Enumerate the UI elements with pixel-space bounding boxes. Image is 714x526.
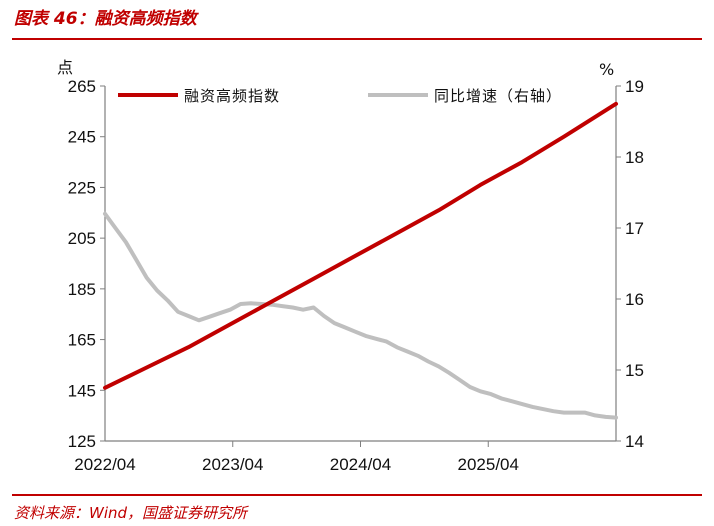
y-right-tick-label: 18 <box>625 148 644 167</box>
series-lines <box>103 101 618 420</box>
x-tick-label: 2024/04 <box>330 455 391 474</box>
y-right-tick-label: 14 <box>625 432 644 451</box>
right-axis-unit: % <box>599 60 614 79</box>
series-index-line <box>103 101 618 390</box>
y-left-tick-label: 265 <box>68 77 96 96</box>
y-right-tick-label: 17 <box>625 219 644 238</box>
y-left-tick-label: 225 <box>68 178 96 197</box>
y-left-tick-label: 145 <box>68 381 96 400</box>
legend-yoy-label: 同比增速（右轴） <box>434 87 562 105</box>
y-left-tick-label: 185 <box>68 280 96 299</box>
legend: 融资高频指数 同比增速（右轴） <box>118 87 562 105</box>
x-tick-label: 2025/04 <box>458 455 519 474</box>
footer-rule <box>12 494 702 496</box>
legend-index-label: 融资高频指数 <box>184 87 280 105</box>
y-right-tick-label: 19 <box>625 77 644 96</box>
x-tick-label: 2023/04 <box>202 455 263 474</box>
y-right-tick-label: 15 <box>625 361 644 380</box>
y-left-tick-label: 165 <box>68 331 96 350</box>
title-rule <box>12 38 702 40</box>
y-left-tick-label: 245 <box>68 128 96 147</box>
y-left-tick-label: 125 <box>68 432 96 451</box>
chart-title: 图表 46：融资高频指数 <box>14 9 197 29</box>
axes: 125 145 165 185 205 225 245 265 14 15 16 17 18 19 2022… <box>57 58 644 474</box>
source-note: 资料来源：Wind，国盛证券研究所 <box>14 504 248 522</box>
left-axis-unit: 点 <box>57 58 73 77</box>
series-yoy-line <box>103 211 618 420</box>
x-tick-label: 2022/04 <box>74 455 135 474</box>
y-left-tick-label: 205 <box>68 229 96 248</box>
y-right-tick-label: 16 <box>625 290 644 309</box>
